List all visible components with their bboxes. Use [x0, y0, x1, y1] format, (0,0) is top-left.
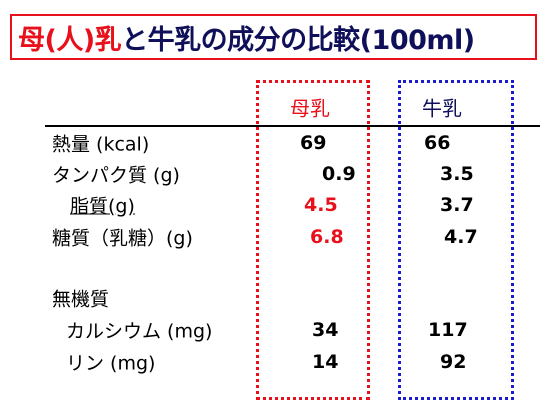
title: 母(人)乳と牛乳の成分の比較(100ml)	[18, 18, 475, 57]
column-header: 母乳	[290, 96, 330, 121]
header-rule	[45, 125, 540, 127]
row-label: 熱量 (kcal)	[52, 133, 150, 156]
title-part: と牛乳の成分の比較(100ml)	[121, 25, 475, 56]
breast-milk-value: 0.9	[322, 163, 356, 185]
breast-milk-value: 69	[300, 132, 327, 154]
breast-milk-value: 14	[312, 351, 339, 373]
cow-milk-value: 3.5	[440, 163, 474, 185]
cow-milk-value: 3.7	[440, 194, 474, 216]
row-label: カルシウム (mg)	[66, 320, 213, 343]
cow-milk-value: 4.7	[444, 226, 478, 248]
row-label: リン (mg)	[66, 352, 156, 375]
title-box	[10, 14, 537, 60]
cow-milk-value: 117	[428, 319, 468, 341]
cow-milk-value: 92	[440, 351, 467, 373]
cow-milk-frame	[398, 80, 514, 400]
row-label: 脂質(g)	[70, 195, 135, 218]
breast-milk-value: 6.8	[310, 226, 344, 248]
breast-milk-frame	[256, 80, 370, 400]
cow-milk-value: 66	[424, 132, 451, 154]
title-part: 母(人)乳	[18, 25, 122, 56]
breast-milk-value: 4.5	[304, 194, 338, 216]
column-header: 牛乳	[422, 96, 462, 121]
row-label: タンパク質 (g)	[52, 164, 180, 187]
breast-milk-value: 34	[312, 319, 339, 341]
section-label: 無機質	[52, 288, 110, 311]
row-label: 糖質（乳糖）(g)	[52, 227, 193, 250]
